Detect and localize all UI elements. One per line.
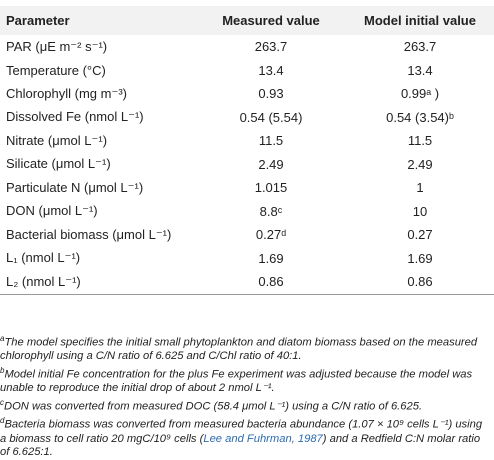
- row-measured: 1.69: [258, 250, 284, 266]
- table-row: L₂ (nmol L⁻¹) 0.86 0.86: [0, 270, 494, 295]
- row-parameter: Nitrate (μmol L⁻¹): [6, 132, 108, 148]
- row-measured: 0.27ᵈ: [255, 227, 287, 243]
- table-row: Silicate (μmol L⁻¹) 2.49 2.49: [0, 153, 494, 177]
- footnote-text: The model specifies the initial small ph…: [0, 336, 478, 363]
- row-measured: 13.4: [258, 62, 284, 78]
- row-model: 10: [412, 203, 428, 219]
- table-row: PAR (μE m⁻² s⁻¹) 263.7 263.7: [0, 35, 494, 59]
- row-parameter: L₁ (nmol L⁻¹): [6, 250, 81, 266]
- table-footnotes: aThe model specifies the initial small p…: [0, 332, 490, 460]
- footnote-b: bModel initial Fe concentration for the …: [0, 364, 490, 396]
- table-row: DON (μmol L⁻¹) 8.8ᶜ 10: [0, 200, 494, 224]
- row-measured: 11.5: [258, 133, 284, 149]
- header-measured-value: Measured value: [222, 13, 320, 28]
- citation-link[interactable]: Lee and Fuhrman, 1987: [203, 432, 323, 445]
- footnote-mark: d: [0, 416, 5, 426]
- footnote-c: cDON was converted from measured DOC (58…: [0, 396, 490, 414]
- table-header-row: Parameter Measured value Model initial v…: [0, 6, 494, 35]
- table-row: Nitrate (μmol L⁻¹) 11.5 11.5: [0, 129, 494, 153]
- row-measured: 2.49: [258, 156, 284, 172]
- footnote-text: Bacteria biomass was converted from meas…: [0, 418, 483, 445]
- table-row: L₁ (nmol L⁻¹) 1.69 1.69: [0, 247, 494, 271]
- header-parameter: Parameter: [6, 13, 70, 28]
- parameters-table: Parameter Measured value Model initial v…: [0, 6, 494, 295]
- table-row: Particulate N (μmol L⁻¹) 1.015 1: [0, 176, 494, 200]
- row-model: 0.99ᵃ ): [400, 86, 440, 102]
- row-parameter: L₂ (nmol L⁻¹): [0, 270, 196, 295]
- footnote-text: Model initial Fe concentration for the p…: [0, 368, 473, 395]
- row-parameter: PAR (μE m⁻² s⁻¹): [6, 38, 108, 54]
- row-model: 1: [416, 180, 424, 196]
- row-parameter: Dissolved Fe (nmol L⁻¹): [6, 109, 144, 125]
- table-row: Bacterial biomass (μmol L⁻¹) 0.27ᵈ 0.27: [0, 223, 494, 247]
- row-measured: 0.54 (5.54): [239, 109, 303, 125]
- table-row: Dissolved Fe (nmol L⁻¹) 0.54 (5.54) 0.54…: [0, 106, 494, 130]
- row-parameter: Chlorophyll (mg m⁻³): [6, 85, 127, 101]
- row-measured: 0.93: [258, 86, 284, 102]
- row-parameter: Silicate (μmol L⁻¹): [6, 156, 111, 172]
- row-measured: 263.7: [254, 39, 288, 55]
- row-parameter: DON (μmol L⁻¹): [6, 203, 98, 219]
- row-model: 11.5: [407, 133, 433, 149]
- footnote-mark: a: [0, 334, 5, 343]
- row-model: 0.54 (3.54)ᵇ: [386, 109, 454, 125]
- row-model: 2.49: [407, 156, 433, 172]
- footnote-d: dBacteria biomass was converted from mea…: [0, 414, 490, 460]
- footnote-a: aThe model specifies the initial small p…: [0, 332, 490, 364]
- footnote-mark: b: [0, 365, 5, 375]
- row-model: 263.7: [403, 39, 437, 55]
- row-model: 1.69: [407, 250, 433, 266]
- table-row: Temperature (°C) 13.4 13.4: [0, 59, 494, 83]
- row-parameter: Particulate N (μmol L⁻¹): [6, 179, 144, 195]
- footnote-text: ) and a Redfield C:N molar ratio of 6.62…: [0, 432, 481, 459]
- row-model: 13.4: [407, 62, 433, 78]
- footnote-text: DON was converted from measured DOC (58.…: [4, 400, 423, 413]
- row-model: 0.27: [407, 227, 433, 243]
- row-measured: 0.86: [196, 270, 346, 295]
- row-measured: 8.8ᶜ: [259, 203, 283, 219]
- row-parameter: Bacterial biomass (μmol L⁻¹): [6, 226, 172, 242]
- header-model-initial-value: Model initial value: [364, 13, 476, 28]
- row-measured: 1.015: [254, 180, 288, 196]
- table-row: Chlorophyll (mg m⁻³) 0.93 0.99ᵃ ): [0, 82, 494, 106]
- row-model: 0.86: [346, 270, 494, 295]
- footnote-mark: c: [0, 397, 4, 407]
- row-parameter: Temperature (°C): [6, 62, 106, 78]
